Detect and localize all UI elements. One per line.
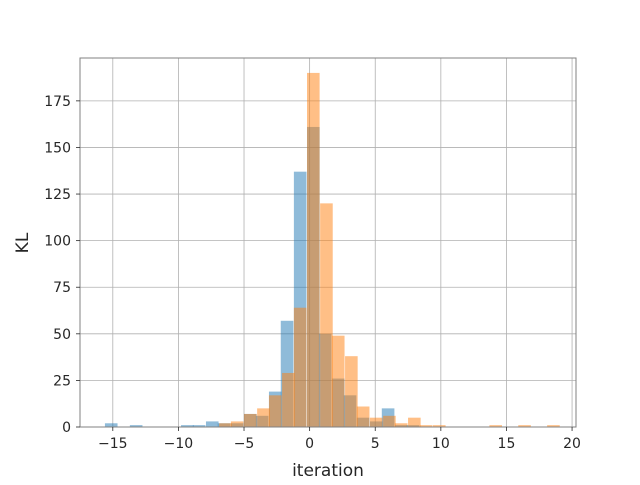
histogram-bar-series-2 xyxy=(383,415,396,427)
histogram-bar-series-2 xyxy=(244,413,257,427)
y-tick-label: 100 xyxy=(44,234,71,250)
histogram-bar-series-2 xyxy=(230,421,244,427)
histogram-bar-series-2 xyxy=(547,425,560,427)
histogram-bar-series-2 xyxy=(394,423,408,427)
x-tick-label: 0 xyxy=(305,436,314,452)
x-tick-label: −5 xyxy=(234,436,255,452)
y-tick-label: 150 xyxy=(44,140,71,156)
histogram-bars xyxy=(104,72,560,428)
histogram-bar-series-1 xyxy=(181,425,194,427)
histogram-bar-series-2 xyxy=(307,72,320,427)
x-tick-label: 15 xyxy=(498,436,516,452)
histogram-bar-series-2 xyxy=(320,203,333,427)
histogram-bar-series-2 xyxy=(356,406,370,427)
histogram-bar-series-2 xyxy=(331,335,345,427)
y-tick-label: 25 xyxy=(53,373,71,389)
x-axis-label: iteration xyxy=(292,461,364,480)
histogram-bar-series-1 xyxy=(205,421,219,427)
x-axis-ticks: −15 −10 −5 0 5 10 15 20 xyxy=(98,427,581,452)
y-tick-label: 50 xyxy=(53,327,71,343)
histogram-bar-series-2 xyxy=(293,307,307,427)
histogram-bar-series-1 xyxy=(192,425,206,427)
histogram-bar-series-2 xyxy=(419,425,433,427)
histogram-bar-series-2 xyxy=(219,423,232,427)
histogram-bar-series-2 xyxy=(282,372,295,427)
y-tick-label: 0 xyxy=(62,420,71,436)
histogram-bar-series-2 xyxy=(489,425,502,427)
histogram-bar-series-2 xyxy=(257,408,270,427)
histogram-bar-series-1 xyxy=(129,425,143,427)
y-tick-label: 125 xyxy=(44,187,71,203)
x-tick-label: −10 xyxy=(164,436,194,452)
plot-frame xyxy=(79,57,577,428)
y-axis-ticks: 0 25 50 75 100 125 150 175 xyxy=(44,94,80,436)
histogram-bar-series-2 xyxy=(268,395,282,427)
y-axis-label: KL xyxy=(13,232,33,253)
histogram-bar-series-2 xyxy=(345,356,358,427)
histogram-bar-series-1 xyxy=(104,423,118,427)
x-tick-label: −15 xyxy=(98,436,128,452)
x-tick-label: 10 xyxy=(432,436,450,452)
histogram-bar-series-2 xyxy=(369,417,383,427)
histogram-bar-series-2 xyxy=(518,425,531,427)
y-tick-label: 75 xyxy=(53,280,71,296)
x-tick-label: 20 xyxy=(563,436,581,452)
histogram-bar-series-2 xyxy=(432,425,446,427)
y-tick-label: 175 xyxy=(44,94,71,110)
x-tick-label: 5 xyxy=(371,436,380,452)
histogram-bar-series-2 xyxy=(408,417,421,427)
